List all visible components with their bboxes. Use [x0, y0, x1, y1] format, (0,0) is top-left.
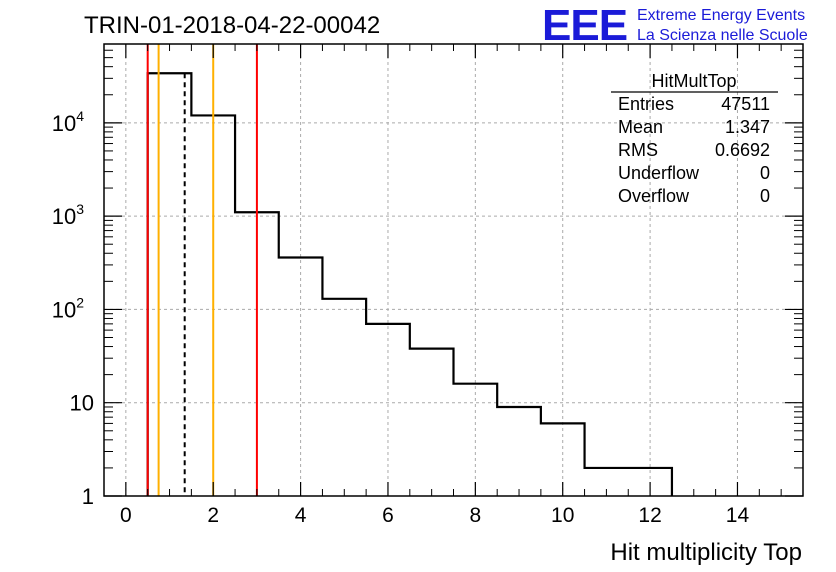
histogram-bin — [410, 349, 454, 496]
logo-line-2: La Scienza nelle Scuole — [637, 27, 808, 44]
y-tick-label: 1 — [82, 484, 94, 509]
stats-value: 0 — [760, 186, 770, 206]
stats-label: RMS — [618, 140, 658, 160]
histogram-outline — [146, 72, 674, 496]
stats-box: HitMultTop Entries 47511 Mean 1.347 RMS 0.669… — [611, 71, 778, 206]
stats-label: Underflow — [618, 163, 700, 183]
histogram-bin — [322, 299, 366, 496]
x-tick-label: 10 — [551, 504, 574, 527]
stats-label: Overflow — [618, 186, 690, 206]
y-tick-label: 104 — [52, 108, 84, 136]
x-tick-label: 14 — [726, 504, 750, 527]
stats-value: 0 — [760, 163, 770, 183]
x-tick-label: 2 — [207, 504, 219, 527]
stats-value: 0.6692 — [715, 140, 770, 160]
stats-label: Mean — [618, 117, 663, 137]
x-axis-label: Hit multiplicity Top — [610, 539, 802, 566]
chart-title: TRIN-01-2018-04-22-00042 — [84, 12, 380, 39]
logo-line-1: Extreme Energy Events — [637, 7, 805, 24]
stats-value: 47511 — [721, 94, 770, 114]
stats-rows: Entries 47511 Mean 1.347 RMS 0.6692 Underflow 0… — [618, 94, 770, 206]
stats-title: HitMultTop — [651, 71, 736, 91]
x-tick-label: 6 — [382, 504, 394, 527]
histogram-bin — [454, 384, 498, 496]
marker-lines-layer — [146, 44, 258, 496]
eee-logo: EEE Extreme Energy Events La Scienza nel… — [542, 1, 808, 50]
histogram-bin — [497, 407, 541, 496]
y-tick-label: 103 — [52, 201, 84, 229]
grid-layer — [104, 44, 803, 496]
stats-label: Entries — [618, 94, 674, 114]
axes-layer: 0 2 4 6 8 10 12 14 1 10 102 103 104 — [52, 43, 804, 527]
x-tick-label: 8 — [470, 504, 482, 527]
x-tick-label: 12 — [638, 504, 661, 527]
x-tick-label: 4 — [295, 504, 307, 527]
x-tick-label: 0 — [120, 504, 132, 527]
y-tick-label: 102 — [52, 294, 84, 322]
histogram-bin — [366, 324, 410, 496]
histogram-layer — [146, 72, 674, 496]
logo-mark: EEE — [542, 1, 627, 50]
histogram-bin — [279, 258, 323, 496]
stats-value: 1.347 — [725, 117, 770, 137]
y-tick-label: 10 — [70, 391, 94, 416]
